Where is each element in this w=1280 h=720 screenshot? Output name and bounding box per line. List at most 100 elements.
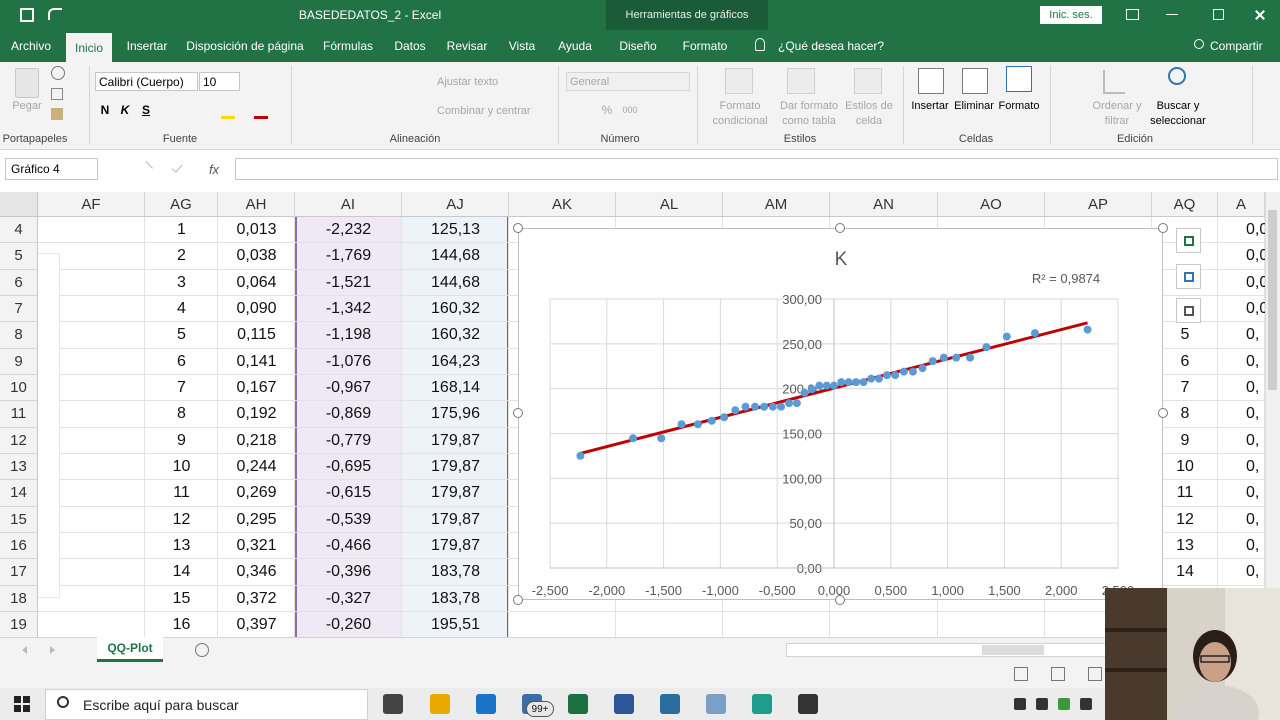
cell[interactable] (402, 243, 509, 270)
cell[interactable] (145, 269, 218, 296)
row-header[interactable]: 13 (0, 453, 38, 481)
cell[interactable] (295, 559, 402, 586)
cell[interactable] (1218, 506, 1265, 533)
cell[interactable] (38, 295, 145, 323)
chart-side-button[interactable] (1176, 228, 1201, 253)
cell[interactable] (402, 348, 509, 375)
cell[interactable] (218, 453, 295, 481)
cell[interactable] (402, 506, 509, 533)
cell[interactable] (145, 559, 218, 586)
ribbon-button[interactable]: Dar formato como tabla (779, 100, 839, 127)
h-scroll-thumb[interactable] (982, 645, 1044, 655)
cell[interactable] (145, 217, 218, 244)
ribbon-tab[interactable]: Diseño (619, 39, 657, 53)
cell[interactable] (1218, 295, 1265, 323)
cell[interactable] (295, 401, 402, 428)
search-text[interactable]: Escribe aquí para buscar (83, 696, 239, 713)
cell[interactable] (145, 243, 218, 270)
cell[interactable] (145, 506, 218, 533)
ribbon-button[interactable]: 10 (199, 72, 240, 91)
cell[interactable] (402, 217, 509, 244)
taskbar-app[interactable] (614, 694, 634, 714)
cell[interactable] (295, 269, 402, 296)
column-header[interactable]: AP (1045, 192, 1152, 217)
cell[interactable] (218, 269, 295, 296)
restore-button[interactable] (1213, 9, 1224, 20)
cell[interactable] (402, 559, 509, 586)
chart-side-button[interactable] (1176, 298, 1201, 323)
ribbon-button[interactable]: 000 (622, 105, 638, 115)
save-icon[interactable] (20, 8, 34, 22)
row-header[interactable]: 11 (0, 401, 38, 428)
cell[interactable] (402, 322, 509, 349)
cell[interactable] (218, 401, 295, 428)
sheet-tab[interactable]: QQ-Plot (97, 637, 163, 662)
cell[interactable] (218, 295, 295, 323)
column-header[interactable]: A (1218, 192, 1265, 217)
cell[interactable] (218, 243, 295, 270)
taskbar-app[interactable] (798, 694, 818, 714)
ribbon-button[interactable]: Formato (998, 100, 1040, 112)
ribbon-tab[interactable]: Archivo (10, 39, 51, 53)
cell[interactable] (218, 322, 295, 349)
cell[interactable] (1152, 480, 1218, 507)
tray-icon[interactable] (1014, 698, 1026, 710)
ribbon-button[interactable]: Buscar y seleccionar (1150, 100, 1206, 127)
cell[interactable] (38, 269, 145, 296)
cell[interactable] (1218, 217, 1265, 244)
cell[interactable] (38, 217, 145, 244)
selection-handle[interactable] (835, 595, 845, 605)
cell[interactable] (145, 453, 218, 481)
cell[interactable] (295, 243, 402, 270)
cell[interactable] (1218, 348, 1265, 375)
row-header[interactable]: 14 (0, 480, 38, 507)
row-header[interactable]: 19 (0, 611, 38, 639)
row-header[interactable]: 9 (0, 348, 38, 375)
row-header[interactable]: 4 (0, 217, 38, 244)
cell[interactable] (402, 401, 509, 428)
cell[interactable] (38, 427, 145, 454)
cell[interactable] (1152, 322, 1218, 349)
cell[interactable] (38, 322, 145, 349)
ribbon-tab[interactable]: Datos (394, 39, 426, 53)
ribbon-button[interactable]: Insertar (911, 100, 949, 112)
cell[interactable] (295, 348, 402, 375)
cell[interactable] (38, 506, 145, 533)
scroll-thumb[interactable] (1268, 210, 1277, 390)
tray-icon[interactable] (1080, 698, 1092, 710)
view-button[interactable] (1014, 667, 1028, 681)
minimize-button[interactable] (1166, 14, 1178, 15)
cell[interactable] (295, 217, 402, 244)
cell[interactable] (295, 480, 402, 507)
cell[interactable] (145, 585, 218, 612)
cell[interactable] (402, 269, 509, 296)
row-header[interactable]: 12 (0, 427, 38, 454)
row-header[interactable]: 5 (0, 243, 38, 270)
taskbar-app[interactable] (752, 694, 772, 714)
column-header[interactable]: AH (218, 192, 295, 217)
cell[interactable] (38, 243, 145, 270)
ribbon-tab[interactable]: Ayuda (558, 39, 592, 53)
ribbon-tab[interactable]: Fórmulas (322, 39, 373, 53)
cell[interactable] (218, 427, 295, 454)
ribbon-button[interactable]: Eliminar (954, 100, 994, 112)
row-header[interactable]: 17 (0, 559, 38, 586)
cell[interactable] (1152, 348, 1218, 375)
taskbar-app[interactable] (430, 694, 450, 714)
column-header[interactable]: AL (616, 192, 723, 217)
cell[interactable] (218, 506, 295, 533)
chart-area[interactable]: 0,00 50,00 100,00 150,00 200,00 250,00 300,00-… (518, 228, 1163, 600)
ribbon-button[interactable]: K (120, 103, 130, 117)
row-header[interactable]: 15 (0, 506, 38, 533)
cell[interactable] (402, 374, 509, 402)
ribbon-tab[interactable]: Vista (508, 39, 536, 53)
cell[interactable] (1218, 401, 1265, 428)
ribbon-button[interactable]: N (100, 103, 110, 117)
cell[interactable] (38, 401, 145, 428)
cell[interactable] (1152, 269, 1218, 296)
cell[interactable] (38, 348, 145, 375)
cell[interactable] (1218, 532, 1265, 560)
cell[interactable] (295, 532, 402, 560)
selection-handle[interactable] (1158, 223, 1168, 233)
cell[interactable] (1218, 480, 1265, 507)
